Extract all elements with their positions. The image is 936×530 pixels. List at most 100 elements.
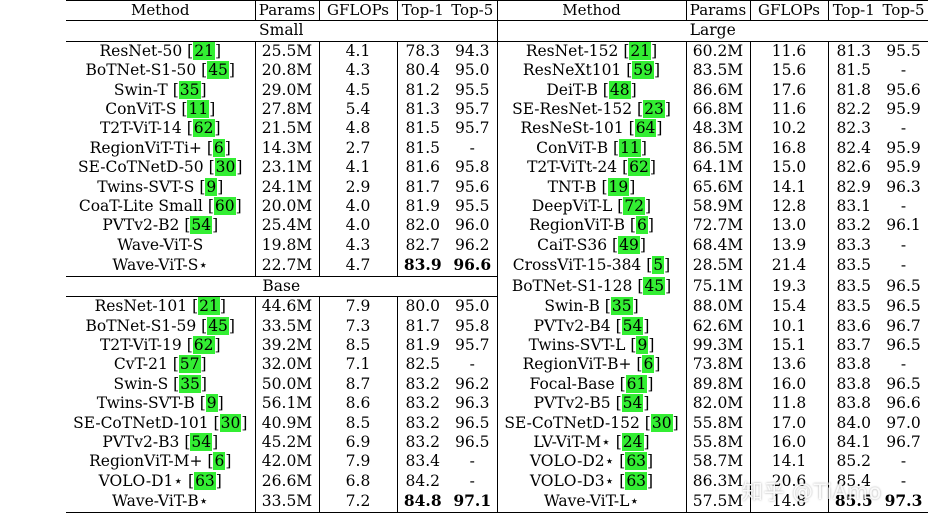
table-row: RegionViT-M+ [6] 42.0M 7.9 83.4 - VOLO-D2⋆ [6… [66, 452, 928, 472]
citation-link[interactable]: 45 [207, 61, 229, 80]
cell-text: 58.7M [692, 452, 744, 471]
method-name: ResNet-101 [94, 297, 188, 316]
citation-link[interactable]: 21 [629, 41, 652, 60]
citation-link[interactable]: 45 [643, 276, 666, 295]
citation-link[interactable]: 61 [625, 374, 648, 393]
citation-link[interactable]: 49 [618, 235, 640, 254]
method-cell: Wave-ViT-L⋆ [497, 491, 687, 513]
top1-cell: 82.6 [828, 158, 879, 177]
citation-link[interactable]: 60 [213, 197, 236, 216]
top5-cell: 94.3 [448, 41, 498, 62]
method-name: Swin-B [544, 296, 600, 315]
cell-text: 84.1 [836, 432, 871, 451]
top1-cell: 82.2 [828, 100, 879, 119]
citation-link[interactable]: 9 [636, 335, 649, 354]
params-cell: 24.1M [255, 177, 320, 198]
citation-link[interactable]: 23 [643, 100, 665, 119]
cell-text: 96.6 [453, 255, 492, 275]
citation-link[interactable]: 6 [642, 355, 655, 374]
method-name: DeiT-B [546, 80, 598, 99]
citation-link[interactable]: 5 [652, 256, 665, 275]
top1-cell: 82.3 [828, 119, 879, 138]
method-name: VOLO-D1⋆ [98, 471, 184, 490]
top1-cell: 83.8 [828, 394, 879, 413]
top1-cell: 83.7 [828, 336, 879, 355]
top5-cell: 96.2 [448, 235, 498, 256]
cell-text: 62.6M [692, 316, 744, 335]
citation-link[interactable]: 72 [623, 197, 646, 216]
citation-link[interactable]: 64 [634, 119, 657, 138]
citation-link[interactable]: 24 [621, 432, 644, 451]
cell-text: 2.7 [345, 138, 371, 157]
citation-link[interactable]: 30 [219, 413, 242, 432]
cell-text: 95.8 [454, 316, 490, 335]
citation-link[interactable]: 54 [621, 316, 644, 335]
gflops-cell: 7.9 [319, 452, 398, 472]
method-name: CvT-21 [113, 355, 168, 374]
cell-text: 11.8 [771, 394, 807, 413]
cell-text: 28.5M [692, 256, 744, 275]
citation-link[interactable]: 11 [619, 138, 641, 157]
method-cell: RegionViT-B [6] [497, 216, 687, 236]
cell-text: 82.5 [405, 355, 440, 374]
citation-link[interactable]: 21 [193, 41, 215, 60]
citation-link[interactable]: 9 [205, 394, 218, 413]
cell-text: 96.0 [454, 216, 490, 235]
top1-cell: 81.9 [397, 197, 448, 216]
cell-text: 83.2 [405, 413, 440, 432]
table-row: PVTv2-B3 [54] 45.2M 6.9 83.2 96.5 LV-ViT-M⋆ [… [66, 432, 928, 453]
method-name: ConViT-S [105, 100, 177, 119]
top5-cell: 95.0 [448, 296, 498, 317]
top5-cell: 95.6 [448, 177, 498, 198]
citation-link[interactable]: 62 [628, 158, 650, 177]
citation-link[interactable]: 6 [635, 216, 648, 235]
cell-text: 16.8 [771, 138, 807, 157]
citation-link[interactable]: 21 [198, 297, 220, 316]
citation-link[interactable]: 54 [190, 216, 213, 235]
citation-link[interactable]: 63 [194, 471, 216, 490]
top5-cell: - [448, 355, 498, 375]
citation-link[interactable]: 35 [179, 374, 201, 393]
citation-link[interactable]: 19 [607, 177, 630, 196]
top1-cell: 81.3 [828, 41, 879, 61]
cell-text: 81.6 [405, 158, 440, 177]
method-name: ResNeXt101 [522, 61, 622, 80]
cell-text: 4.3 [345, 235, 371, 254]
citation-link[interactable]: 57 [178, 355, 201, 374]
gflops-cell: 4.0 [319, 197, 398, 217]
citation-link[interactable]: 63 [625, 471, 648, 490]
cell-text: 6.9 [345, 432, 371, 451]
method-cell: CoaT-Lite Small [60] [66, 197, 256, 217]
citation-link[interactable]: 62 [192, 119, 215, 138]
citation-link[interactable]: 30 [214, 158, 237, 177]
top5-cell: 95.6 [879, 81, 928, 100]
cell-text: 83.8 [836, 394, 871, 413]
top1-cell: 83.6 [828, 317, 879, 336]
citation-link[interactable]: 59 [632, 61, 655, 80]
citation-link[interactable]: 63 [625, 452, 648, 471]
cell-text: 64.1M [692, 158, 744, 177]
params-cell: 39.2M [255, 335, 320, 356]
cell-text: 7.1 [345, 355, 371, 374]
table-row: SE-CoTNetD-101 [30] 40.9M 8.5 83.2 96.5 SE-Co… [66, 413, 928, 433]
params-cell: 55.8M [686, 413, 751, 433]
citation-link[interactable]: 48 [608, 80, 631, 99]
cell-text: 66.8M [692, 100, 744, 119]
citation-link[interactable]: 54 [190, 432, 213, 451]
cell-text: 86.6M [692, 80, 744, 99]
citation-link[interactable]: 6 [213, 452, 226, 471]
citation-link[interactable]: 62 [192, 335, 215, 354]
citation-link[interactable]: 6 [212, 138, 225, 157]
citation-link[interactable]: 30 [650, 413, 673, 432]
method-name: VOLO-D2⋆ [529, 452, 615, 471]
citation-link[interactable]: 35 [178, 80, 201, 99]
cell-text: 65.6M [692, 177, 744, 196]
citation-link[interactable]: 35 [610, 296, 633, 315]
citation-link[interactable]: 9 [205, 177, 218, 196]
gflops-cell: 12.8 [750, 197, 829, 217]
table-row: Swin-S [35] 50.0M 8.7 83.2 96.2 Focal-Base [6… [66, 374, 928, 395]
citation-link[interactable]: 54 [621, 394, 644, 413]
citation-link[interactable]: 11 [187, 100, 210, 119]
column-header: Top-1 [397, 0, 448, 22]
citation-link[interactable]: 45 [207, 316, 229, 335]
